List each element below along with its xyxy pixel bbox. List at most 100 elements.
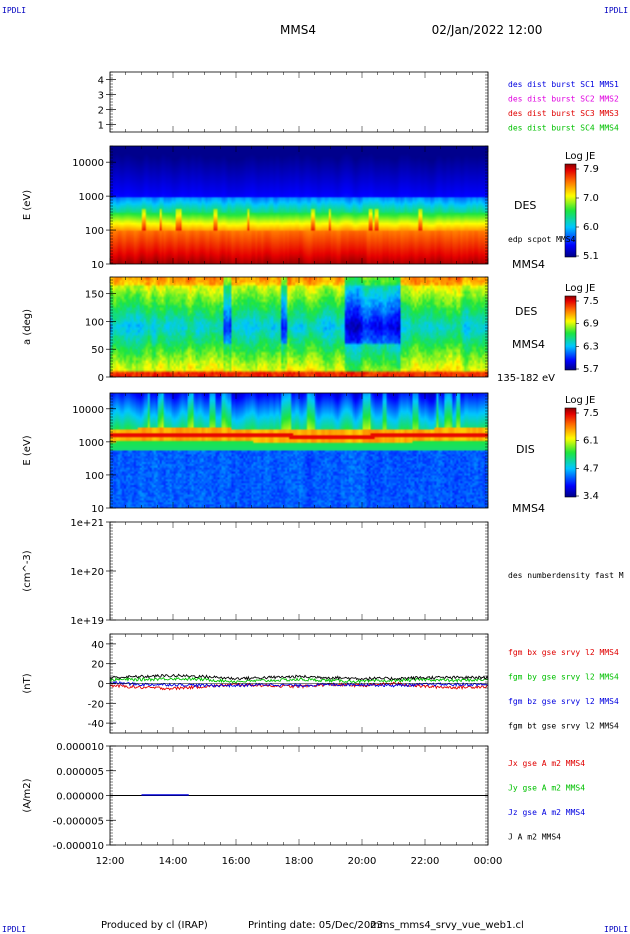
colorbar — [565, 164, 576, 257]
spacecraft-title: MMS4 — [280, 23, 316, 37]
colorbar-tick-label: 3.4 — [583, 491, 599, 502]
colorbar-tick-label: 7.0 — [583, 193, 599, 204]
y-axis-label: E (eV) — [22, 435, 33, 465]
y-tick-label: 0 — [98, 373, 104, 384]
colorbar-tick-label: 6.9 — [583, 319, 599, 330]
ipdli-mark: IPDLI — [604, 6, 628, 15]
spacecraft-label: MMS4 — [512, 338, 545, 351]
fgm-series-line — [109, 676, 489, 684]
y-tick-label: 10 — [91, 260, 104, 271]
spectrogram-layer — [110, 146, 576, 508]
y-tick-label: 1e+19 — [70, 616, 104, 627]
colorbar-tick-label: 6.0 — [583, 222, 599, 233]
axes-layer — [106, 71, 579, 846]
colorbar — [565, 296, 576, 370]
legend-density: des numberdensity fast M — [508, 571, 624, 580]
colorbar-title: Log JE — [565, 151, 595, 162]
legend-burst: des dist burst SC2 MMS2 — [508, 95, 619, 104]
ipdli-mark: IPDLI — [2, 6, 26, 15]
y-tick-label: 100 — [85, 471, 104, 482]
energy-range-label: 135-182 eV — [497, 373, 555, 384]
footer-printing-date: Printing date: 05/Dec/2023 — [248, 920, 383, 931]
y-tick-label: 1e+20 — [70, 567, 104, 578]
y-tick-label: 1000 — [79, 192, 104, 203]
y-tick-label: -0.000010 — [53, 841, 104, 852]
y-tick-label: 1000 — [79, 438, 104, 449]
colorbar — [565, 408, 576, 497]
legend-burst: des dist burst SC3 MMS3 — [508, 109, 619, 118]
y-tick-label: 100 — [85, 317, 104, 328]
legend-fgm: fgm bz gse srvy l2 MMS4 — [508, 697, 619, 706]
colorbar-frame — [564, 407, 577, 498]
fgm-series-line — [109, 680, 489, 689]
x-tick-label: 20:00 — [348, 856, 377, 867]
y-tick-label: 0.000000 — [56, 792, 104, 803]
y-tick-label: 0.000010 — [56, 742, 104, 753]
spacecraft-label: MMS4 — [512, 502, 545, 515]
colorbar-tick-label: 7.9 — [583, 164, 599, 175]
ipdli-mark: IPDLI — [2, 925, 26, 934]
x-tick-label: 18:00 — [285, 856, 314, 867]
x-tick-label: 00:00 — [474, 856, 503, 867]
legend-burst: des dist burst SC4 MMS4 — [508, 124, 619, 133]
x-tick-label: 22:00 — [411, 856, 440, 867]
y-tick-label: 0.000005 — [56, 767, 104, 778]
y-tick-label: 2 — [98, 106, 104, 117]
x-tick-label: 14:00 — [159, 856, 188, 867]
text-layer: Log JE 7.9 7.0 6.0 5.1 Log JE 7.5 6.9 6.3 5.7 Log … — [2, 6, 628, 934]
footer-produced-by: Produced by cl (IRAP) — [101, 920, 208, 931]
y-tick-label: 20 — [91, 660, 104, 671]
y-tick-label: 100 — [85, 226, 104, 237]
colorbar-tick-label: 6.1 — [583, 436, 599, 447]
ipdli-mark: IPDLI — [604, 925, 628, 934]
y-axis-label: a (deg) — [22, 309, 33, 345]
y-tick-label: 1 — [98, 121, 104, 132]
x-tick-label: 12:00 — [96, 856, 125, 867]
colorbar-tick-label: 4.7 — [583, 463, 599, 474]
y-tick-label: 3 — [98, 91, 104, 102]
instrument-label: DES — [514, 199, 536, 212]
legend-fgm: fgm by gse srvy l2 MMS4 — [508, 673, 619, 682]
legend-current: Jx gse A m2 MMS4 — [508, 759, 585, 768]
datetime-title: 02/Jan/2022 12:00 — [432, 23, 543, 37]
legend-burst: des dist burst SC1 MMS1 — [508, 80, 619, 89]
colorbar-tick-label: 7.5 — [583, 296, 599, 307]
y-axis-label: E (eV) — [22, 190, 33, 220]
y-axis-label: (nT) — [22, 673, 33, 693]
colorbar-title: Log JE — [565, 395, 595, 406]
colorbar-frame — [564, 295, 577, 371]
panel-frame — [109, 521, 489, 621]
y-tick-label: 10 — [91, 504, 104, 515]
y-tick-label: 40 — [91, 640, 104, 651]
legend-current: Jz gse A m2 MMS4 — [508, 808, 585, 817]
des-energy-spectrogram — [110, 146, 488, 264]
colorbar-tick-label: 7.5 — [583, 408, 599, 419]
y-tick-label: 150 — [85, 290, 104, 301]
x-tick-label: 16:00 — [222, 856, 251, 867]
y-axis-label: (cm^-3) — [22, 550, 33, 591]
y-tick-label: -0.000005 — [53, 816, 104, 827]
legend-fgm: fgm bt gse srvy l2 MMS4 — [508, 722, 619, 731]
y-tick-label: 10000 — [72, 405, 104, 416]
y-tick-label: 4 — [98, 76, 104, 87]
y-axis-label: (A/m2) — [22, 778, 33, 812]
instrument-label: DES — [515, 305, 537, 318]
colorbar-tick-label: 5.7 — [583, 364, 599, 375]
y-tick-label: 50 — [91, 345, 104, 356]
legend-fgm: fgm bx gse srvy l2 MMS4 — [508, 648, 619, 657]
fgm-series-line — [109, 673, 489, 681]
instrument-label: DIS — [516, 443, 535, 456]
panel-frame — [109, 71, 489, 133]
colorbar-frame — [564, 163, 577, 258]
footer-filename: mms_mms4_srvy_vue_web1.cl — [370, 920, 524, 931]
y-tick-label: 10000 — [72, 158, 104, 169]
colorbar-title: Log JE — [565, 283, 595, 294]
legend-current: J A m2 MMS4 — [508, 833, 561, 842]
y-tick-label: 0 — [98, 680, 104, 691]
y-tick-label: -40 — [88, 719, 104, 730]
colorbar-tick-label: 5.1 — [583, 251, 599, 262]
dis-energy-spectrogram — [110, 393, 488, 508]
colorbar-tick-label: 6.3 — [583, 341, 599, 352]
legend-current: Jy gse A m2 MMS4 — [508, 784, 585, 793]
spacecraft-label: MMS4 — [512, 258, 545, 271]
